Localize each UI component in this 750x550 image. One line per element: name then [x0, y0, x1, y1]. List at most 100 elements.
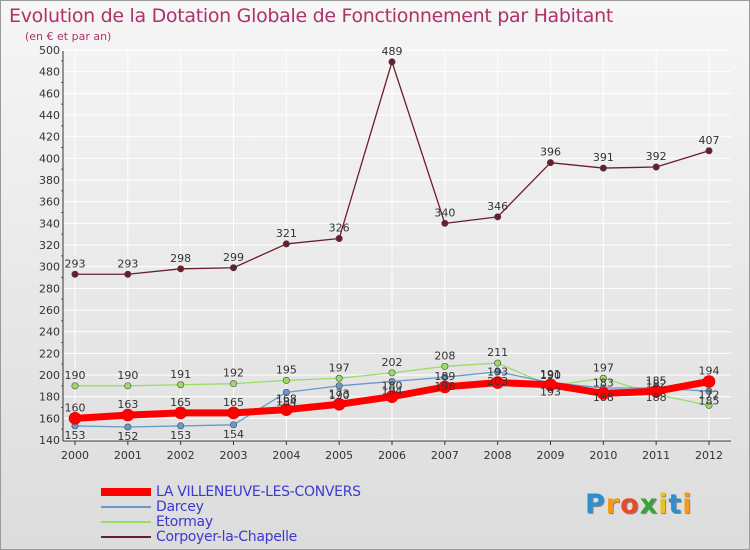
data-label: 189 [434, 370, 455, 383]
data-label: 489 [382, 45, 403, 58]
data-point [124, 382, 132, 390]
data-label: 168 [276, 393, 297, 406]
data-label: 203 [487, 375, 508, 388]
data-label: 407 [699, 134, 720, 147]
data-label: 193 [540, 386, 561, 399]
data-label: 298 [170, 252, 191, 265]
x-tick-label: 2011 [642, 449, 670, 462]
data-point [599, 374, 607, 382]
x-tick-label: 2009 [537, 449, 565, 462]
data-label: 193 [487, 366, 508, 379]
legend-swatch [101, 536, 151, 538]
y-tick-label: 440 [39, 109, 60, 122]
data-point [68, 412, 82, 425]
data-label: 326 [329, 222, 350, 235]
data-label: 165 [170, 396, 191, 409]
data-point [388, 369, 396, 377]
data-point [124, 423, 132, 431]
x-tick-label: 2012 [695, 449, 723, 462]
data-point [335, 374, 343, 382]
x-tick-label: 2001 [114, 449, 142, 462]
legend-swatch [101, 506, 151, 508]
data-point [177, 265, 185, 273]
data-point [597, 387, 610, 400]
data-point [230, 380, 238, 388]
y-tick-label: 340 [39, 217, 60, 230]
data-label: 197 [593, 361, 614, 374]
data-label: 163 [117, 398, 138, 411]
logo-letter: x [639, 489, 659, 520]
logo-letter: i [658, 489, 669, 520]
data-point [121, 408, 135, 422]
data-point [282, 376, 290, 384]
data-point [702, 375, 716, 388]
data-point [227, 406, 240, 420]
proxiti-logo: Proxiti [585, 489, 693, 520]
y-tick-label: 420 [39, 131, 60, 144]
data-point [705, 147, 713, 155]
data-point [335, 235, 343, 243]
data-label: 195 [276, 363, 297, 376]
data-label: 188 [593, 391, 614, 404]
data-point [385, 390, 399, 403]
y-tick-label: 360 [39, 196, 60, 209]
data-point [282, 388, 290, 396]
data-point [438, 380, 452, 394]
logo-letter: P [585, 489, 606, 520]
data-point [174, 406, 187, 420]
x-tick-label: 2008 [484, 449, 512, 462]
data-label: 154 [223, 428, 244, 441]
data-label: 152 [117, 430, 138, 443]
x-tick-label: 2005 [325, 449, 353, 462]
data-label: 183 [593, 376, 614, 389]
data-label: 190 [65, 369, 86, 382]
data-point [441, 219, 449, 227]
data-point [705, 401, 713, 409]
data-label: 182 [646, 378, 667, 391]
data-point [441, 373, 449, 381]
data-point [177, 422, 185, 430]
x-tick-label: 2007 [431, 449, 459, 462]
data-point [230, 264, 238, 272]
data-label: 321 [276, 227, 297, 240]
data-label: 208 [434, 349, 455, 362]
y-tick-label: 240 [39, 326, 60, 339]
y-tick-label: 260 [39, 304, 60, 317]
data-point [494, 368, 502, 376]
data-label: 340 [434, 206, 455, 219]
legend-label: Darcey [156, 499, 204, 515]
x-tick-label: 2003 [220, 449, 248, 462]
data-label: 172 [699, 388, 720, 401]
data-label: 192 [223, 367, 244, 380]
chart-title: Evolution de la Dotation Globale de Fonc… [9, 5, 614, 27]
data-label: 153 [170, 429, 191, 442]
y-tick-label: 500 [39, 44, 60, 57]
y-tick-label: 220 [39, 347, 60, 360]
y-tick-label: 200 [39, 369, 60, 382]
data-label: 153 [65, 429, 86, 442]
y-tick-label: 380 [39, 174, 60, 187]
data-point [388, 58, 396, 66]
y-tick-label: 180 [39, 391, 60, 404]
y-tick-label: 160 [39, 412, 60, 425]
data-point [230, 421, 238, 429]
data-point [599, 164, 607, 172]
data-label: 392 [646, 150, 667, 163]
data-label: 180 [382, 380, 403, 393]
data-label: 165 [223, 396, 244, 409]
legend-label: LA VILLENEUVE-LES-CONVERS [156, 484, 361, 500]
data-point [649, 384, 663, 398]
data-label: 211 [487, 346, 508, 359]
data-point [71, 270, 79, 278]
data-label: 184 [276, 395, 297, 408]
y-tick-label: 400 [39, 152, 60, 165]
y-tick-label: 300 [39, 261, 60, 274]
x-tick-label: 2010 [589, 449, 617, 462]
data-label: 173 [329, 387, 350, 400]
logo-letter: t [668, 489, 683, 520]
data-label: 299 [223, 251, 244, 264]
logo-letter: o [620, 489, 640, 520]
data-point [332, 397, 346, 411]
